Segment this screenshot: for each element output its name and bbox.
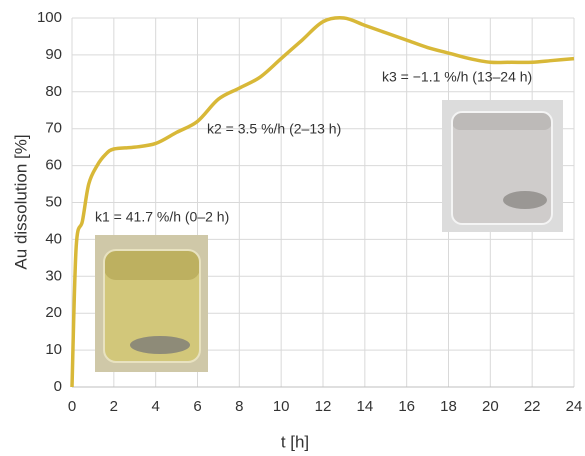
y-axis-label: Au dissolution [%] — [11, 134, 30, 269]
y-tick-label: 50 — [45, 193, 62, 210]
annotation: k2 = 3.5 %/h (2–13 h) — [207, 121, 341, 137]
y-tick-label: 30 — [45, 267, 62, 284]
y-tick-label: 100 — [37, 9, 62, 26]
x-axis-label: t [h] — [281, 432, 309, 451]
x-tick-label: 22 — [524, 398, 541, 415]
x-tick-label: 8 — [235, 398, 243, 415]
x-tick-label: 4 — [151, 398, 159, 415]
x-tick-label: 2 — [110, 398, 118, 415]
y-tick-label: 70 — [45, 120, 62, 137]
y-tick-label: 90 — [45, 46, 62, 63]
y-tick-label: 10 — [45, 341, 62, 358]
y-tick-label: 40 — [45, 230, 62, 247]
x-tick-label: 14 — [356, 398, 373, 415]
x-tick-label: 16 — [398, 398, 415, 415]
annotation: k1 = 41.7 %/h (0–2 h) — [95, 209, 229, 225]
y-tick-label: 20 — [45, 304, 62, 321]
x-tick-label: 6 — [193, 398, 201, 415]
annotation: k3 = −1.1 %/h (13–24 h) — [382, 69, 532, 85]
y-tick-label: 60 — [45, 157, 62, 174]
chart: t [h] Au dissolution [%] 010203040506070… — [0, 0, 585, 456]
x-tick-label: 24 — [566, 398, 583, 415]
y-tick-label: 0 — [54, 378, 62, 395]
x-tick-label: 18 — [440, 398, 457, 415]
x-tick-label: 12 — [315, 398, 332, 415]
x-tick-label: 20 — [482, 398, 499, 415]
photo-right — [442, 100, 563, 232]
photo-left — [95, 235, 208, 372]
y-tick-label: 80 — [45, 83, 62, 100]
x-tick-label: 0 — [68, 398, 76, 415]
x-tick-label: 10 — [273, 398, 290, 415]
